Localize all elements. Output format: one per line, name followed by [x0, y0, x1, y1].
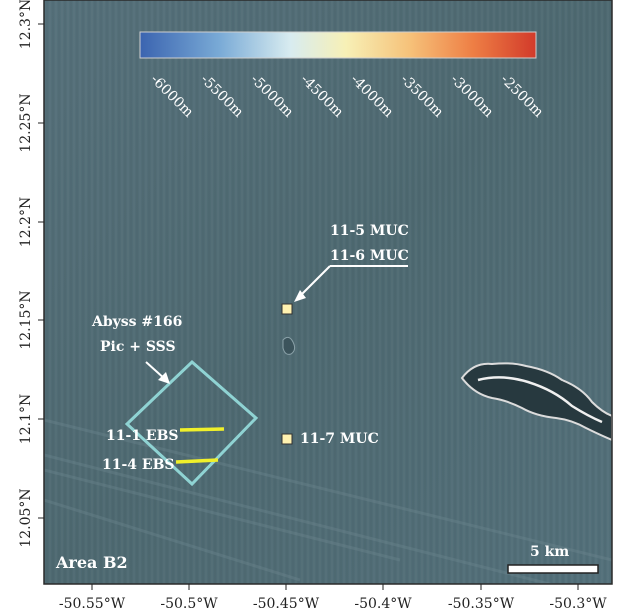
label-11-5-muc: 11-5 MUC [330, 223, 409, 239]
scale-bar [507, 564, 599, 574]
ridge-highlight [477, 376, 603, 424]
y-axis-tick-label: 12.05°N [18, 488, 34, 547]
abyss-arrow-head [158, 372, 170, 384]
x-axis-tick-label: -50.45°W [253, 596, 320, 612]
label-11-1-ebs: 11-1 EBS [106, 428, 179, 444]
y-axis: 12.3°N 12.25°N 12.2°N 12.15°N 12.1°N 12.05°N [18, 0, 44, 548]
x-axis: -50.55°W -50.5°W -50.45°W -50.4°W -50.35°W -5… [59, 584, 607, 612]
y-axis-tick-label: 12.25°N [18, 93, 34, 152]
label-11-7-muc: 11-7 MUC [300, 431, 379, 447]
area-label: Area B2 [55, 553, 128, 572]
y-axis-tick-label: 12.15°N [18, 290, 34, 349]
muc-arrow-head [294, 290, 306, 302]
station-marker-11-7 [281, 433, 293, 445]
ridge-feature [460, 362, 612, 442]
colorbar [139, 31, 537, 59]
label-abyss-166: Abyss #166 [91, 314, 182, 330]
x-axis-tick-label: -50.5°W [160, 596, 218, 612]
label-11-4-ebs: 11-4 EBS [102, 457, 175, 473]
scale-bar-label: 5 km [530, 544, 569, 560]
x-axis-tick-label: -50.4°W [354, 596, 412, 612]
y-axis-tick-label: 12.3°N [18, 0, 34, 49]
ebs-track-11-4 [175, 458, 219, 464]
seafloor-ridge-lines [44, 418, 612, 584]
y-axis-tick-label: 12.2°N [18, 197, 34, 247]
map-frame [43, 0, 613, 585]
x-axis-tick-label: -50.3°W [549, 596, 607, 612]
x-axis-tick-label: -50.35°W [448, 596, 515, 612]
ebs-track-11-1 [179, 427, 225, 432]
label-pic-sss: Pic + SSS [100, 339, 176, 355]
seafloor-texture [44, 0, 612, 584]
x-axis-tick-label: -50.55°W [59, 596, 126, 612]
survey-area-box [124, 359, 259, 487]
muc-arrow [297, 265, 331, 299]
station-marker-11-5-11-6 [281, 303, 293, 315]
y-axis-tick-label: 12.1°N [18, 394, 34, 444]
label-11-6-muc: 11-6 MUC [330, 248, 409, 264]
seamount-feature [282, 336, 296, 355]
